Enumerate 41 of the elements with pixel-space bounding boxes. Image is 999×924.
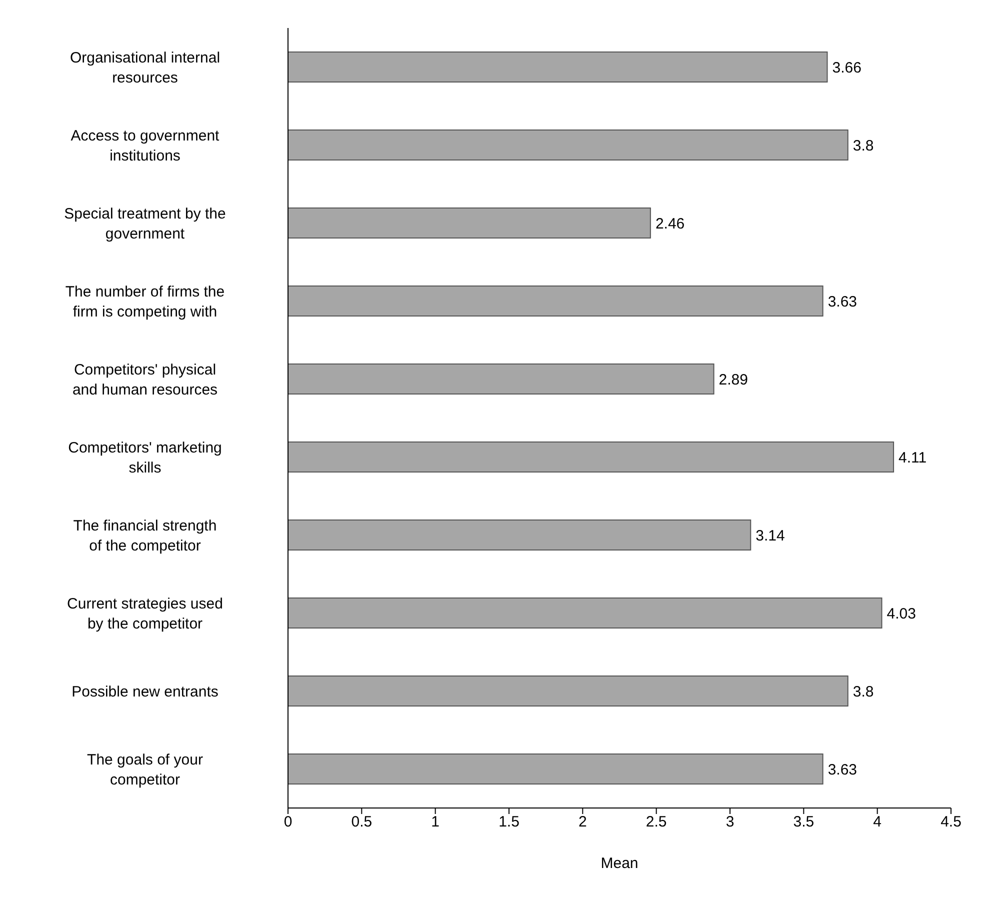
bar	[288, 442, 894, 472]
y-tick-label: Current strategies used by the competitor	[67, 595, 223, 632]
x-tick-label: 3	[726, 814, 734, 831]
bar	[288, 754, 824, 784]
bar	[288, 364, 714, 394]
x-tick-label: 2.5	[646, 814, 667, 831]
data-label: 3.63	[828, 761, 858, 778]
data-label: 3.14	[756, 527, 785, 544]
y-tick-label: Competitors' physical and human resources	[72, 361, 218, 398]
x-tick-label: 3.5	[793, 814, 814, 831]
bar	[288, 520, 752, 550]
data-label: 3.8	[852, 683, 874, 700]
x-tick-label: 4	[873, 814, 882, 831]
x-tick-label: 2	[578, 814, 587, 831]
bar	[288, 208, 651, 238]
data-label: 4.03	[886, 605, 916, 622]
data-label: 3.66	[832, 59, 862, 76]
x-tick-label: 4.5	[940, 814, 962, 831]
x-tick-label: 0.5	[351, 814, 372, 831]
bar	[288, 52, 828, 82]
y-tick-label: Competitors' marketing skills	[68, 439, 222, 476]
x-axis-title: Mean	[600, 855, 638, 872]
y-tick-label: The goals of your competitor	[87, 751, 203, 788]
bar	[288, 676, 848, 706]
x-tick-label: 1.5	[498, 814, 520, 831]
y-tick-label: Possible new entrants	[72, 683, 218, 700]
data-label: 4.11	[898, 449, 927, 466]
y-tick-label: Access to government institutions	[70, 127, 220, 164]
x-tick-label: 0	[284, 814, 292, 831]
bar	[288, 598, 882, 628]
y-tick-label: Special treatment by the government	[64, 205, 226, 242]
data-label: 3.63	[828, 293, 858, 310]
bar	[288, 130, 848, 160]
bar	[288, 286, 824, 316]
y-tick-label: Organisational internal resources	[70, 49, 220, 86]
y-tick-label: The number of firms the firm is competing with	[65, 283, 225, 320]
data-label: 2.46	[655, 215, 685, 232]
data-label: 3.8	[852, 137, 874, 154]
x-tick-label: 1	[431, 814, 440, 831]
y-tick-label: The financial strength of the competitor	[73, 517, 217, 554]
data-label: 2.89	[718, 371, 748, 388]
